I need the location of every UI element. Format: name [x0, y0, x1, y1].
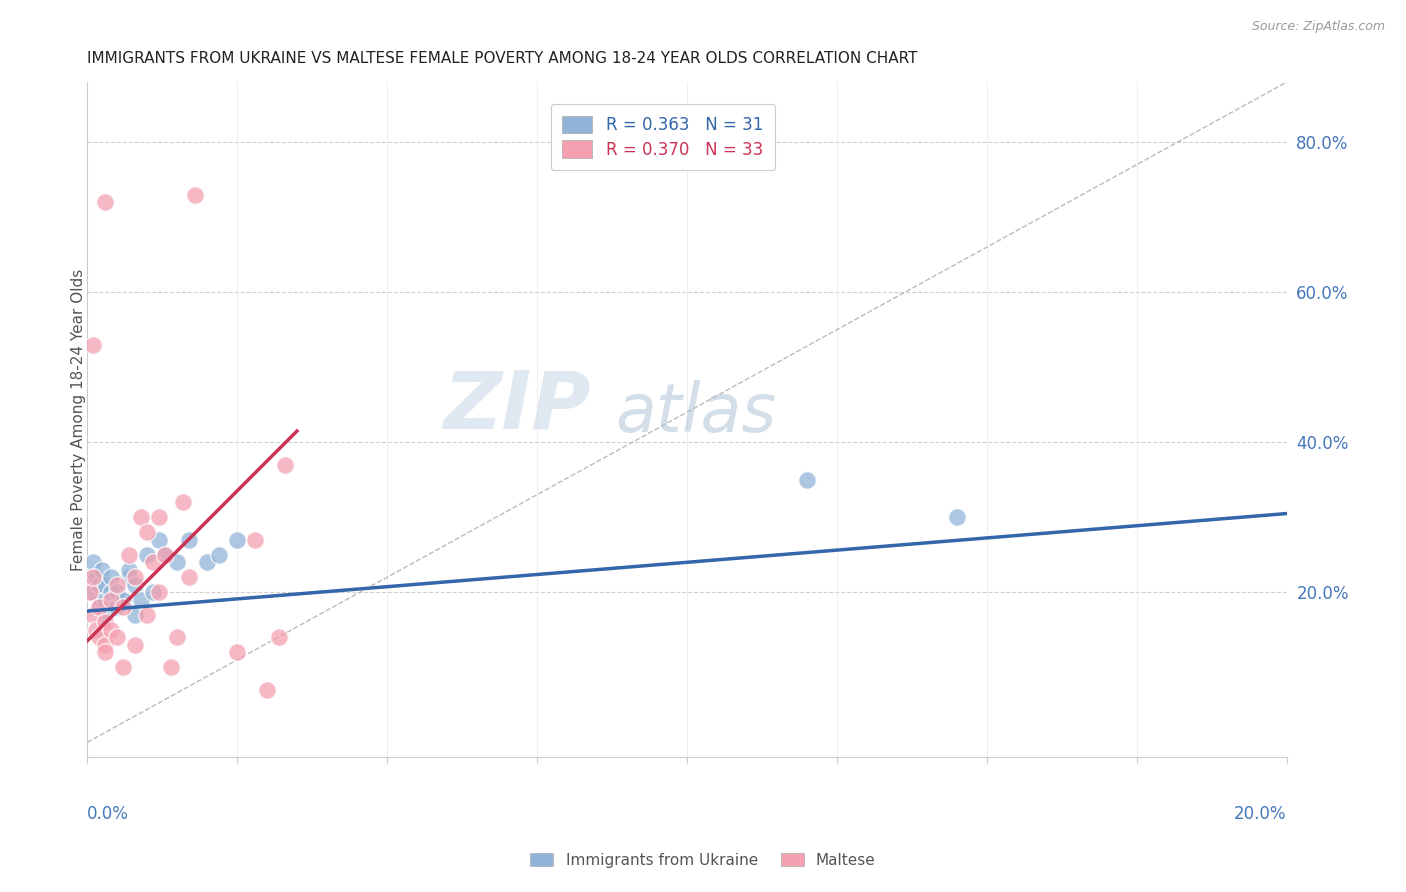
Point: [195, 555, 218, 569]
Text: 20.0%: 20.0%: [1234, 805, 1286, 822]
Text: Source: ZipAtlas.com: Source: ZipAtlas.com: [1251, 20, 1385, 33]
Point: [84, 623, 107, 637]
Point: [94, 607, 117, 622]
Point: [94, 578, 117, 592]
Y-axis label: Female Poverty Among 18-24 Year Olds: Female Poverty Among 18-24 Year Olds: [72, 268, 86, 571]
Point: [82, 585, 104, 599]
Point: [160, 660, 183, 674]
Point: [796, 473, 818, 487]
Point: [256, 682, 278, 697]
Point: [87, 578, 110, 592]
Point: [87, 600, 110, 615]
Legend: R = 0.363   N = 31, R = 0.370   N = 33: R = 0.363 N = 31, R = 0.370 N = 33: [551, 104, 775, 170]
Point: [142, 555, 165, 569]
Point: [267, 631, 290, 645]
Point: [112, 592, 135, 607]
Point: [945, 510, 967, 524]
Point: [105, 631, 128, 645]
Point: [82, 555, 104, 569]
Point: [148, 533, 170, 547]
Text: 0.0%: 0.0%: [87, 805, 129, 822]
Point: [91, 563, 114, 577]
Text: ZIP: ZIP: [443, 368, 591, 445]
Point: [172, 495, 194, 509]
Point: [208, 548, 231, 562]
Point: [82, 607, 104, 622]
Point: [82, 337, 104, 351]
Point: [148, 585, 170, 599]
Point: [136, 548, 159, 562]
Point: [148, 510, 170, 524]
Point: [274, 458, 297, 472]
Point: [100, 585, 122, 599]
Point: [79, 585, 101, 599]
Point: [136, 525, 159, 540]
Point: [100, 623, 122, 637]
Point: [129, 592, 152, 607]
Point: [153, 548, 176, 562]
Point: [94, 195, 117, 210]
Point: [82, 570, 104, 584]
Point: [105, 585, 128, 599]
Point: [177, 570, 200, 584]
Legend: Immigrants from Ukraine, Maltese: Immigrants from Ukraine, Maltese: [523, 845, 883, 875]
Point: [94, 615, 117, 630]
Point: [226, 645, 249, 659]
Point: [166, 631, 188, 645]
Point: [112, 660, 135, 674]
Point: [124, 578, 146, 592]
Point: [105, 578, 128, 592]
Point: [94, 638, 117, 652]
Point: [94, 645, 117, 659]
Point: [136, 607, 159, 622]
Point: [87, 600, 110, 615]
Point: [124, 607, 146, 622]
Point: [124, 570, 146, 584]
Point: [94, 592, 117, 607]
Point: [184, 187, 207, 202]
Point: [105, 600, 128, 615]
Point: [166, 555, 188, 569]
Point: [100, 570, 122, 584]
Text: IMMIGRANTS FROM UKRAINE VS MALTESE FEMALE POVERTY AMONG 18-24 YEAR OLDS CORRELAT: IMMIGRANTS FROM UKRAINE VS MALTESE FEMAL…: [87, 51, 918, 66]
Point: [112, 600, 135, 615]
Text: atlas: atlas: [614, 380, 776, 446]
Point: [124, 638, 146, 652]
Point: [118, 548, 141, 562]
Point: [177, 533, 200, 547]
Point: [118, 563, 141, 577]
Point: [84, 570, 107, 584]
Point: [118, 570, 141, 584]
Point: [243, 533, 266, 547]
Point: [87, 631, 110, 645]
Point: [129, 510, 152, 524]
Point: [142, 585, 165, 599]
Point: [79, 570, 101, 584]
Point: [226, 533, 249, 547]
Point: [153, 548, 176, 562]
Point: [100, 592, 122, 607]
